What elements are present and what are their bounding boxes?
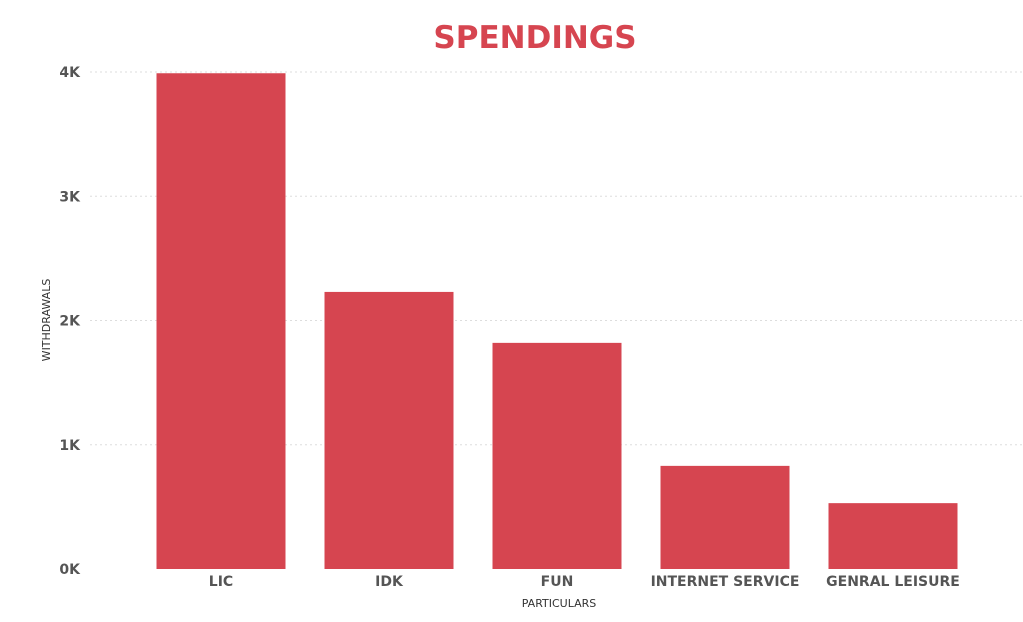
chart-title: SPENDINGS [433, 20, 636, 56]
y-tick-label: 2K [59, 314, 81, 330]
y-tick-label: 4K [59, 65, 81, 81]
y-tick-label: 0K [59, 562, 81, 578]
y-axis-title: WITHDRAWALS [40, 279, 53, 362]
x-tick-label: FUN [541, 574, 574, 590]
x-tick-label: IDK [375, 574, 404, 590]
x-axis-title: PARTICULARS [522, 597, 597, 610]
x-axis-ticks: LIC IDK FUN INTERNET SERVICE GENRAL LEISURE [209, 574, 960, 590]
bar[interactable] [324, 291, 454, 569]
x-tick-label: INTERNET SERVICE [651, 574, 800, 590]
bar[interactable] [828, 503, 958, 569]
y-tick-label: 3K [59, 189, 81, 205]
bar[interactable] [156, 73, 286, 570]
x-tick-label: LIC [209, 574, 233, 590]
x-tick-label: GENRAL LEISURE [826, 574, 960, 590]
bars [156, 73, 958, 570]
y-tick-label: 1K [59, 438, 81, 454]
bar[interactable] [660, 465, 790, 569]
y-axis-ticks: 0K 1K 2K 3K 4K [59, 65, 81, 578]
bar[interactable] [492, 342, 622, 569]
